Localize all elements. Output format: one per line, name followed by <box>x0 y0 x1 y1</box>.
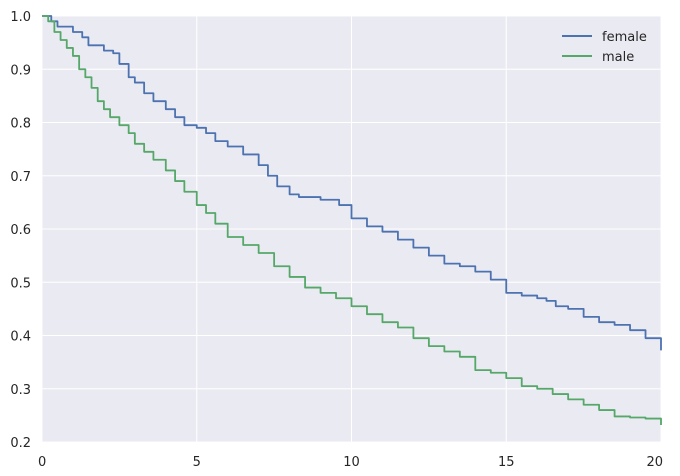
x-tick-label: 20 <box>646 455 663 470</box>
x-tick-label: 10 <box>343 455 360 470</box>
y-tick-label: 0.7 <box>10 170 31 185</box>
y-tick-label: 0.9 <box>10 63 31 78</box>
y-tick-label: 0.6 <box>10 223 31 238</box>
series-line-male <box>42 15 662 425</box>
x-tick-label: 15 <box>498 455 515 470</box>
y-tick-label: 0.3 <box>10 383 31 398</box>
y-tick-label: 0.4 <box>10 330 31 345</box>
series-line-female <box>42 15 662 351</box>
legend-label-female: female <box>602 30 647 45</box>
grid-lines <box>41 15 662 443</box>
legend-label-male: male <box>602 50 634 65</box>
y-tick-label: 0.2 <box>10 436 31 451</box>
series-lines <box>42 15 662 425</box>
x-tick-label: 0 <box>38 455 46 470</box>
legend: female male <box>562 30 647 65</box>
y-tick-label: 1.0 <box>10 10 31 25</box>
y-tick-label: 0.8 <box>10 117 31 132</box>
tick-labels: 0 5 10 15 20 0.2 0.3 0.4 0.5 0.6 0.7 0.8 0.9 1.0 <box>10 10 663 470</box>
x-tick-label: 5 <box>193 455 201 470</box>
y-tick-label: 0.5 <box>10 276 31 291</box>
